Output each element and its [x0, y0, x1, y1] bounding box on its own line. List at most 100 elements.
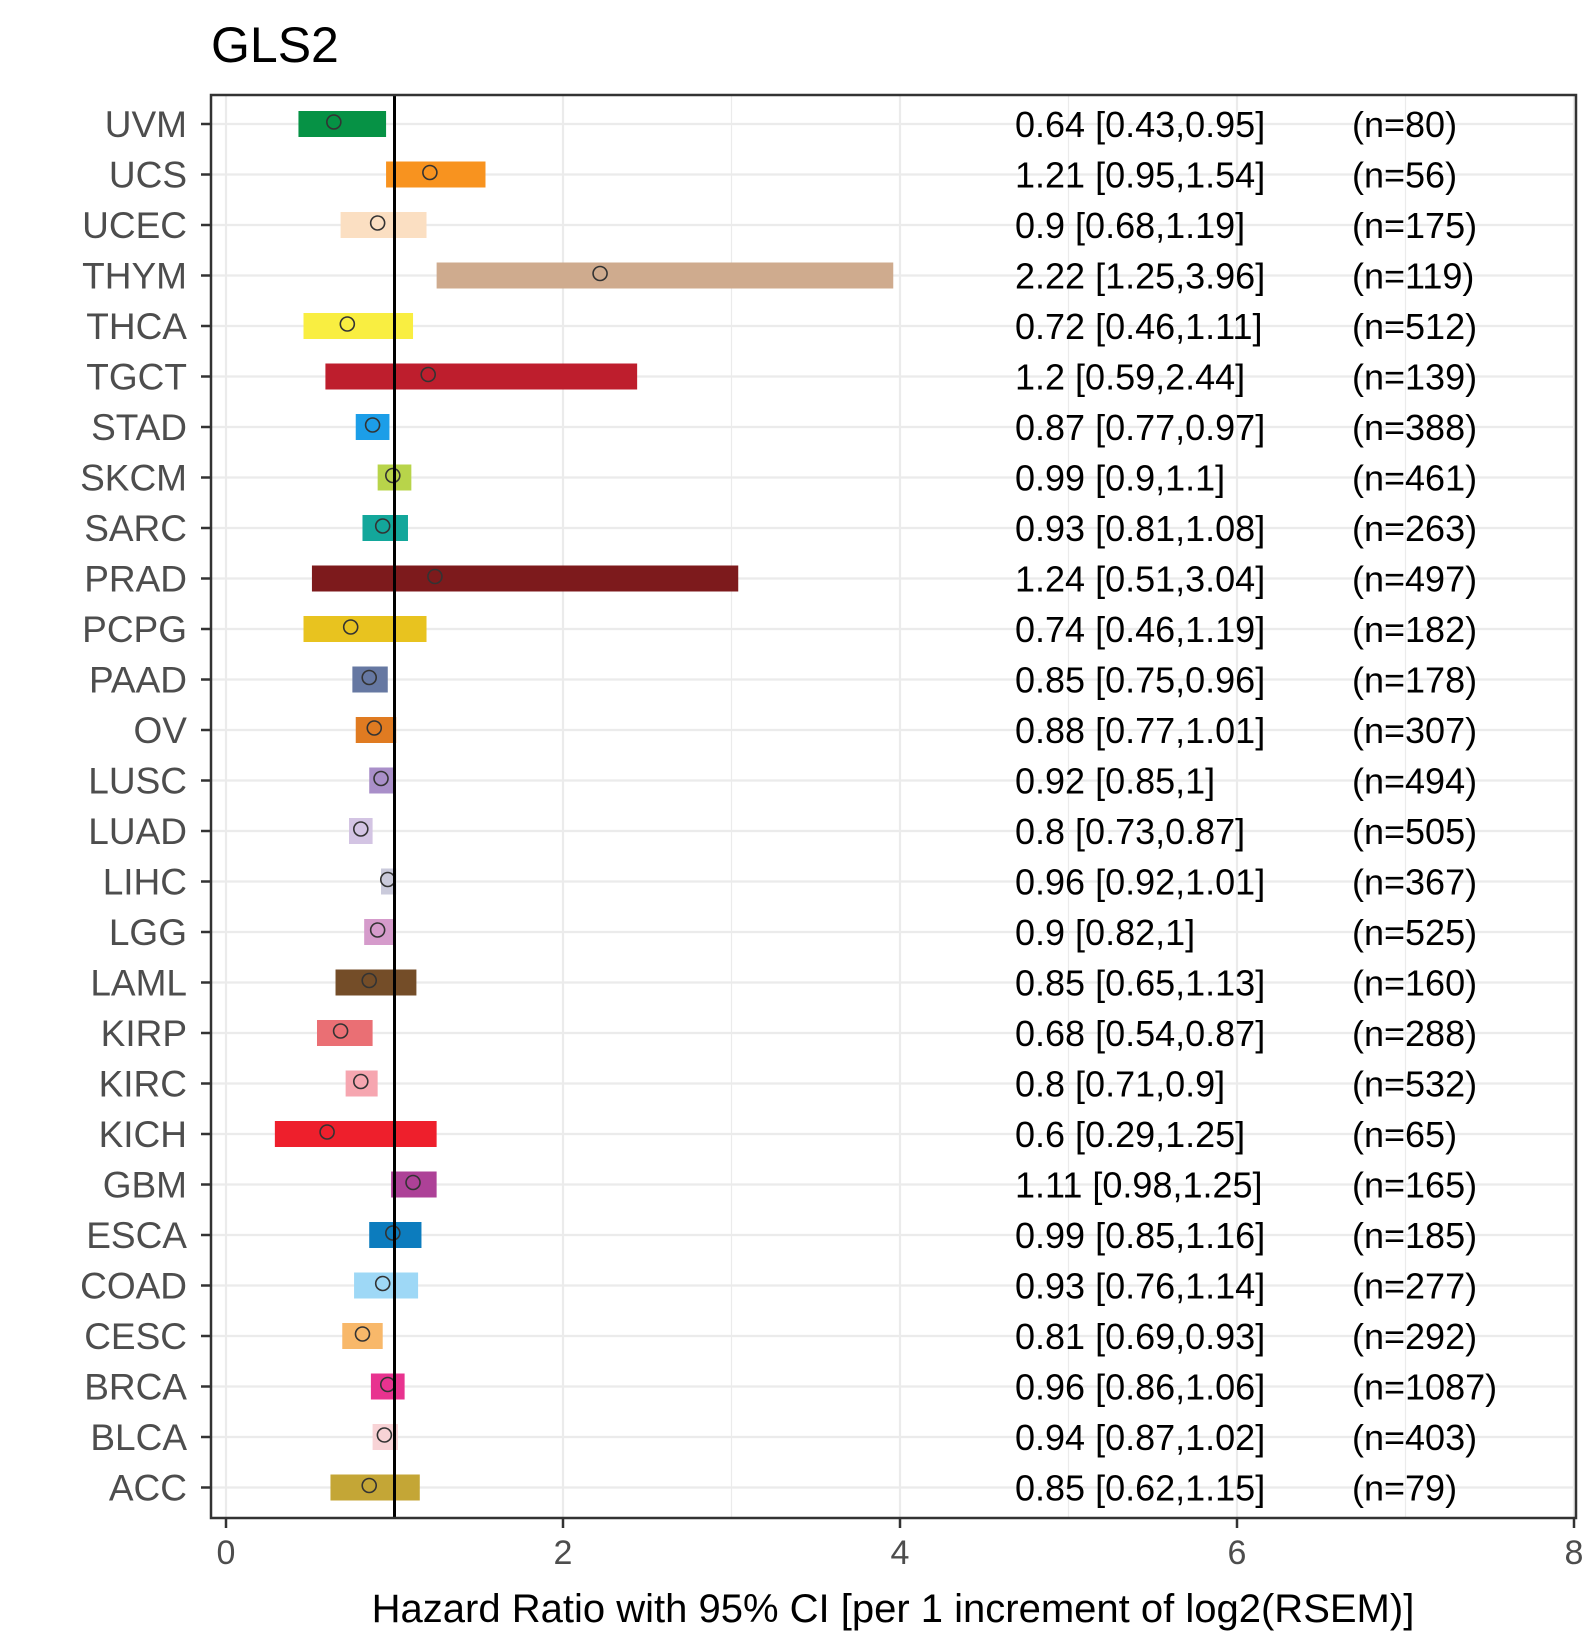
n-text-sarc: (n=263) [1352, 508, 1477, 549]
hr-point-kirc [352, 1073, 369, 1090]
y-label-gbm: GBM [103, 1165, 187, 1206]
hr-point-thym [592, 265, 608, 282]
hr-point-uvm [326, 114, 342, 130]
y-label-paad: PAAD [89, 660, 187, 701]
n-text-esca: (n=185) [1352, 1215, 1477, 1256]
ci-text-sarc: 0.93 [0.81,1.08] [1015, 508, 1265, 549]
ci-text-paad: 0.85 [0.75,0.96] [1015, 660, 1265, 701]
hr-point-laml [361, 972, 378, 989]
n-text-tgct: (n=139) [1352, 357, 1477, 398]
y-label-ucec: UCEC [82, 205, 187, 246]
y-label-ucs: UCS [109, 155, 187, 196]
x-tick-label: 4 [891, 1534, 910, 1572]
ci-text-blca: 0.94 [0.87,1.02] [1015, 1417, 1265, 1458]
n-text-kirc: (n=532) [1352, 1064, 1477, 1105]
y-label-kirp: KIRP [101, 1013, 187, 1054]
ci-text-kirp: 0.68 [0.54,0.87] [1015, 1013, 1265, 1054]
n-text-column: (n=80) (n=56) (n=175) (n=119) (n=512) (n=139)… [1352, 104, 1497, 1509]
hr-point-kirp [332, 1023, 349, 1039]
ci-bar-kich [274, 1121, 437, 1147]
hr-point-gbm [405, 1174, 421, 1191]
n-text-gbm: (n=165) [1352, 1165, 1477, 1206]
ci-text-prad: 1.24 [0.51,3.04] [1015, 559, 1265, 600]
y-label-prad: PRAD [84, 559, 187, 600]
y-axis-labels: UVM UCS UCEC THYM THCA TGCT STAD SKCM SARC PRAD PC… [80, 104, 211, 1509]
ci-text-ucs: 1.21 [0.95,1.54] [1015, 155, 1265, 196]
hr-point-pcpg [342, 619, 359, 635]
x-axis: 0 2 4 6 8 [217, 1518, 1584, 1572]
n-text-lihc: (n=367) [1352, 862, 1477, 903]
panel-border [209, 93, 1578, 1520]
hr-point-blca [376, 1427, 393, 1443]
ci-bar-thca [303, 313, 414, 339]
ci-text-cesc: 0.81 [0.69,0.93] [1015, 1316, 1265, 1357]
ci-bar-coad [354, 1272, 419, 1299]
n-text-acc: (n=79) [1352, 1468, 1457, 1509]
y-label-lusc: LUSC [88, 761, 187, 802]
y-label-tgct: TGCT [86, 357, 187, 398]
grid-layer [211, 95, 1576, 1518]
hr-point-thca [339, 316, 356, 332]
y-label-laml: LAML [90, 963, 187, 1004]
hr-point-tgct [420, 366, 437, 383]
hr-point-ucs [422, 164, 438, 181]
ci-text-skcm: 0.99 [0.9,1.1] [1015, 458, 1225, 499]
ci-text-thca: 0.72 [0.46,1.11] [1015, 306, 1263, 347]
ci-text-ucec: 0.9 [0.68,1.19] [1015, 205, 1245, 246]
n-text-luad: (n=505) [1352, 811, 1477, 852]
y-label-kich: KICH [99, 1114, 187, 1155]
ci-text-laml: 0.85 [0.65,1.13] [1015, 963, 1265, 1004]
y-label-thym: THYM [82, 256, 187, 297]
x-tick-label: 0 [217, 1534, 236, 1572]
hr-point-ov [366, 720, 383, 736]
n-text-kirp: (n=288) [1352, 1013, 1477, 1054]
hr-point-paad [361, 669, 378, 686]
ci-bar-thym [436, 262, 894, 289]
y-label-kirc: KIRC [99, 1064, 187, 1105]
points-layer [319, 114, 608, 1494]
ci-bar-tgct [325, 363, 638, 390]
y-label-sarc: SARC [84, 508, 187, 549]
chart-title: GLS2 [211, 17, 339, 73]
y-label-ov: OV [134, 710, 188, 751]
ci-bar-pcpg [303, 616, 427, 642]
ci-bar-uvm [298, 111, 387, 137]
x-tick-label: 8 [1565, 1534, 1584, 1572]
x-tick-label: 2 [554, 1534, 573, 1572]
y-label-thca: THCA [86, 306, 187, 347]
y-label-skcm: SKCM [80, 458, 187, 499]
hr-point-luad [352, 821, 369, 837]
n-text-cesc: (n=292) [1352, 1316, 1477, 1357]
n-text-kich: (n=65) [1352, 1114, 1457, 1155]
ci-text-tgct: 1.2 [0.59,2.44] [1015, 357, 1245, 398]
n-text-blca: (n=403) [1352, 1417, 1477, 1458]
bars-layer [274, 111, 894, 1501]
ci-text-kich: 0.6 [0.29,1.25] [1015, 1114, 1245, 1155]
ci-text-esca: 0.99 [0.85,1.16] [1015, 1215, 1265, 1256]
hr-point-ucec [369, 215, 386, 231]
n-text-ucs: (n=56) [1352, 155, 1457, 196]
n-text-stad: (n=388) [1352, 407, 1477, 448]
n-text-uvm: (n=80) [1352, 104, 1457, 145]
ci-text-column: 0.64 [0.43,0.95] 1.21 [0.95,1.54] 0.9 [0.6… [1015, 104, 1265, 1509]
ci-text-ov: 0.88 [0.77,1.01] [1015, 710, 1265, 751]
n-text-pcpg: (n=182) [1352, 609, 1477, 650]
y-label-uvm: UVM [105, 104, 187, 145]
ci-text-stad: 0.87 [0.77,0.97] [1015, 407, 1265, 448]
n-text-ov: (n=307) [1352, 710, 1477, 751]
x-axis-title: Hazard Ratio with 95% CI [per 1 incremen… [372, 1587, 1415, 1631]
y-label-acc: ACC [109, 1468, 187, 1509]
ci-text-uvm: 0.64 [0.43,0.95] [1015, 104, 1265, 145]
hr-point-esca [385, 1225, 401, 1241]
ci-text-acc: 0.85 [0.62,1.15] [1015, 1468, 1265, 1509]
y-label-luad: LUAD [88, 811, 187, 852]
hr-point-kich [319, 1124, 335, 1140]
n-text-skcm: (n=461) [1352, 458, 1477, 499]
y-label-brca: BRCA [84, 1367, 187, 1408]
ci-text-pcpg: 0.74 [0.46,1.19] [1015, 609, 1265, 650]
n-text-ucec: (n=175) [1352, 205, 1477, 246]
hr-point-lgg [369, 922, 386, 938]
hr-point-acc [361, 1477, 378, 1494]
y-label-coad: COAD [80, 1266, 187, 1307]
